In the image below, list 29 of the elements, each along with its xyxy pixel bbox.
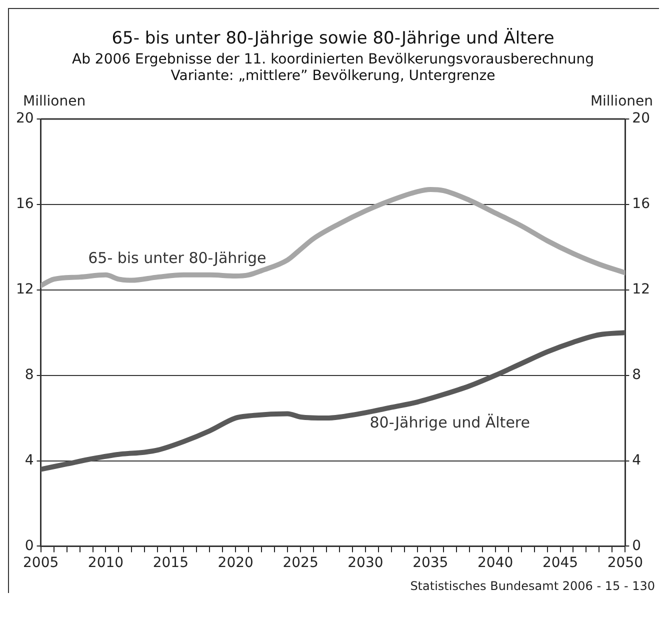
x-tick-label: 2020 [218,555,254,572]
x-tick-label: 2010 [88,555,124,572]
y-tick-label: 0 [24,538,34,554]
x-tick-label: 2045 [542,555,578,572]
y-tick-label: 4 [24,452,34,468]
series-label: 80-Jährige und Ältere [370,413,530,432]
y2-tick-label: 12 [632,282,650,298]
chart-title: 65- bis unter 80-Jährige sowie 80-Jährige und Ältere [112,28,554,49]
y2-tick-label: 16 [632,196,650,212]
chart-subtitle: Ab 2006 Ergebnisse der 11. koordinierten Bevölkerungsvorausberechnung Variante: „mittlere” Bevölkerung, Untergrenze [72,51,594,84]
y2-tick-label: 20 [632,110,650,127]
y-tick-label: 16 [16,196,34,212]
x-tick-label: 2050 [607,555,644,572]
x-tick-label: 2005 [22,555,59,572]
y-tick-label: 20 [16,110,34,127]
y2-tick-label: 0 [632,538,642,554]
x-tick-label: 2035 [412,555,448,572]
series-label: 65- bis unter 80-Jährige [88,248,266,267]
text: Statistisches Bundesamt 2006 - 15 - 130 [409,579,656,593]
y-tick-label: 8 [24,366,34,383]
y2-axis-title: Millionen [590,94,653,110]
x-tick-label: 2025 [282,555,318,572]
y2-tick-label: 4 [632,452,642,468]
x-tick-label: 2030 [348,555,384,572]
y-tick-label: 12 [16,282,34,298]
y-axis-title: Millionen [23,94,86,110]
x-tick-label: 2040 [478,555,514,572]
y2-tick-label: 8 [632,366,642,383]
x-tick-label: 2015 [152,555,188,572]
